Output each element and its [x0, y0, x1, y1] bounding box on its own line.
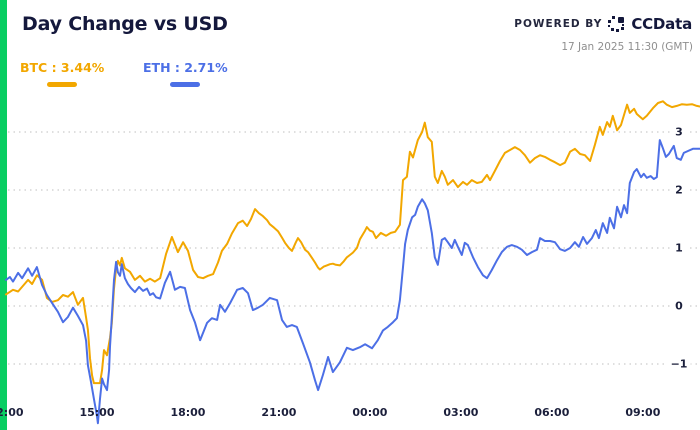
- x-tick-label: 21:00: [261, 406, 297, 419]
- legend-swatch: [170, 82, 201, 87]
- legend-item-btc[interactable]: BTC : 3.44%: [20, 60, 104, 87]
- x-tick-label: 18:00: [170, 406, 206, 419]
- x-tick-label: 00:00: [352, 406, 388, 419]
- x-tick-label: 06:00: [534, 406, 570, 419]
- y-tick-label: 3: [672, 126, 686, 138]
- ccdata-logo-icon: [608, 15, 625, 32]
- brand-name: CCData: [631, 15, 692, 33]
- legend-label: BTC : 3.44%: [20, 60, 105, 75]
- y-tick-label: 1: [672, 242, 686, 254]
- y-tick-label: 2: [672, 184, 686, 196]
- timestamp: 17 Jan 2025 11:30 (GMT): [561, 41, 693, 53]
- page-title: Day Change vs USD: [22, 13, 228, 35]
- y-tick-label: 0: [672, 300, 686, 312]
- y-tick-label: −1: [667, 358, 691, 370]
- powered-by-label: POWERED BY: [514, 18, 603, 30]
- x-tick-label: 15:00: [79, 406, 115, 419]
- left-accent-bar: [0, 0, 7, 430]
- x-tick-label: 12:00: [0, 406, 24, 419]
- legend-swatch: [47, 82, 78, 87]
- powered-by: POWERED BY CCData: [514, 15, 692, 33]
- series-line-eth[interactable]: [5, 139, 700, 425]
- x-tick-label: 03:00: [443, 406, 479, 419]
- legend: BTC : 3.44% ETH : 2.71%: [0, 60, 700, 90]
- legend-label: ETH : 2.71%: [143, 60, 228, 75]
- x-tick-label: 09:00: [625, 406, 661, 419]
- legend-item-eth[interactable]: ETH : 2.71%: [143, 60, 228, 87]
